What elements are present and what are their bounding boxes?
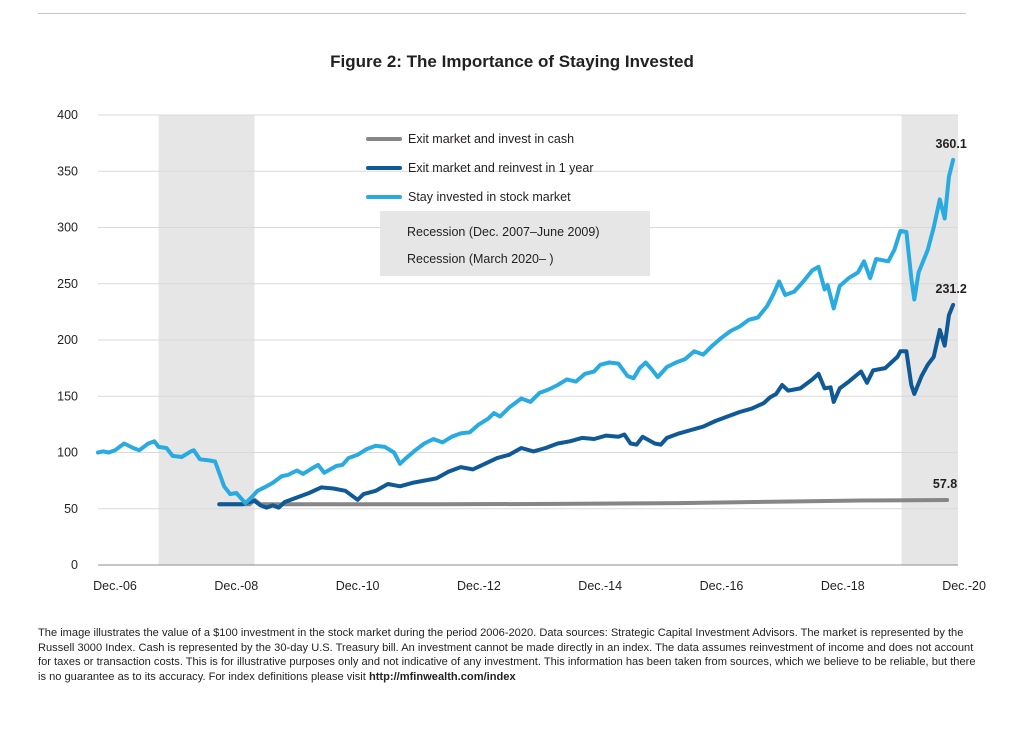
end-value-label: 57.8 — [933, 477, 957, 491]
x-tick-label: Dec.-12 — [457, 579, 501, 593]
y-tick-label: 250 — [57, 277, 78, 291]
chart-title: Figure 2: The Importance of Staying Inve… — [330, 52, 694, 71]
y-tick-label: 50 — [64, 502, 78, 516]
y-tick-label: 350 — [57, 164, 78, 178]
x-tick-label: Dec.-14 — [578, 579, 622, 593]
y-tick-label: 200 — [57, 333, 78, 347]
x-tick-label: Dec.-08 — [214, 579, 258, 593]
series-lines — [96, 157, 956, 510]
top-divider — [38, 13, 966, 14]
y-tick-label: 400 — [57, 108, 78, 122]
legend-label: Exit market and reinvest in 1 year — [408, 161, 594, 175]
x-tick-label: Dec.-20 — [942, 579, 986, 593]
recession-legend-label: Recession (March 2020– ) — [407, 252, 554, 266]
series-line-2 — [217, 302, 956, 510]
end-value-label: 360.1 — [936, 137, 967, 151]
legend: Exit market and invest in cash Exit marke… — [366, 132, 650, 276]
x-tick-label: Dec.-18 — [821, 579, 865, 593]
legend-label: Exit market and invest in cash — [408, 132, 574, 146]
footnote-text: The image illustrates the value of a $10… — [38, 627, 976, 683]
recession-legend-box — [380, 211, 650, 276]
legend-label: Stay invested in stock market — [408, 190, 571, 204]
y-tick-label: 0 — [71, 558, 78, 572]
recession-legend-label: Recession (Dec. 2007–June 2009) — [407, 225, 599, 239]
end-labels: 57.8 231.2 360.1 — [933, 137, 967, 491]
footnote: The image illustrates the value of a $10… — [38, 626, 978, 684]
x-tick-label: Dec.-10 — [336, 579, 380, 593]
y-tick-label: 150 — [57, 389, 78, 403]
x-tick-label: Dec.-06 — [93, 579, 137, 593]
footnote-link[interactable]: http://mfinwealth.com/index — [368, 670, 516, 683]
series-line-1 — [217, 497, 950, 507]
y-axis-ticks: 0 50 100 150 200 250 300 350 400 — [57, 108, 78, 572]
end-value-label: 231.2 — [936, 282, 967, 296]
y-tick-label: 300 — [57, 221, 78, 235]
series-line-3 — [96, 157, 956, 506]
x-tick-label: Dec.-16 — [700, 579, 744, 593]
gridlines — [98, 114, 958, 566]
x-axis-ticks: Dec.-06 Dec.-08 Dec.-10 Dec.-12 Dec.-14 Dec.-… — [93, 579, 986, 593]
y-tick-label: 100 — [57, 446, 78, 460]
